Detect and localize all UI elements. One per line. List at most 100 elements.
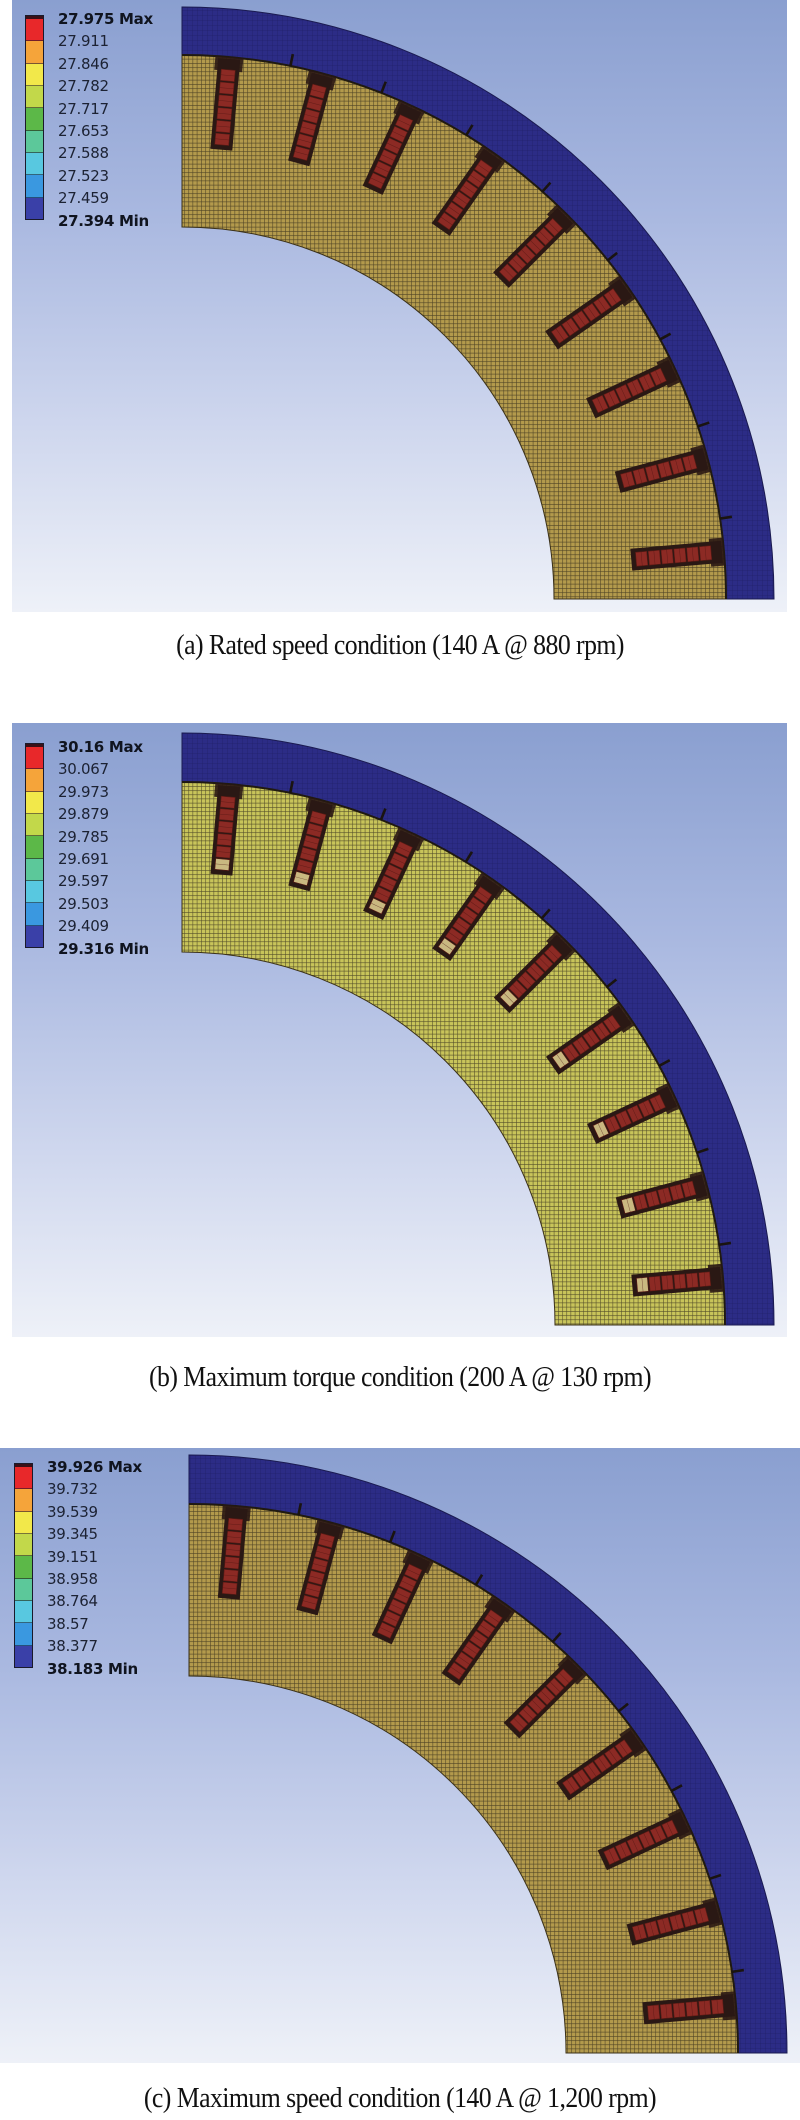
housing-notch	[670, 1784, 683, 1793]
legend-swatch	[26, 836, 43, 859]
legend-max-label: 30.16 Max	[58, 738, 143, 756]
legend-label: 27.459	[58, 189, 109, 208]
coil-slot	[630, 537, 726, 571]
coil-slot	[545, 275, 636, 350]
legend-label: 27.523	[58, 166, 109, 185]
legend-label: 38.377	[47, 1637, 98, 1656]
coil-slot	[296, 1519, 345, 1616]
legend-swatch	[26, 791, 43, 814]
fea-panel-maximum-torque: 30.16 Max 30.067 29.973 29.879 29.785 29…	[12, 723, 787, 1337]
legend-label: 27.588	[58, 144, 109, 163]
coil-slot	[642, 1991, 738, 2025]
housing-notch	[617, 1702, 629, 1713]
coil-slot	[586, 356, 681, 419]
legend-swatch	[26, 19, 43, 42]
coil-slot	[210, 782, 244, 876]
legend-min-label: 29.316 Min	[58, 939, 149, 958]
legend-swatch	[26, 197, 43, 219]
legend-max-label: 27.975 Max	[58, 10, 153, 28]
color-legend: 30.16 Max 30.067 29.973 29.879 29.785 29…	[25, 738, 185, 958]
legend-min-label: 38.183 Min	[47, 1659, 138, 1678]
housing-notch	[697, 421, 710, 428]
housing-notch	[551, 1631, 562, 1643]
housing-notch	[289, 53, 295, 67]
legend-labels: 30.16 Max 30.067 29.973 29.879 29.785 29…	[58, 736, 149, 960]
legend-label: 29.409	[58, 917, 109, 936]
legend-label: 27.717	[58, 99, 109, 118]
housing-notch	[718, 1241, 732, 1247]
legend-swatch	[15, 1645, 32, 1667]
legend-label: 29.973	[58, 782, 109, 801]
legend-label: 27.782	[58, 77, 109, 96]
coil-slot	[614, 444, 712, 493]
legend-color-bar	[14, 1463, 33, 1668]
coil-slot	[631, 1263, 725, 1297]
legend-label: 27.911	[58, 32, 109, 51]
housing-notch	[464, 851, 474, 863]
housing-notch	[380, 81, 387, 94]
legend-swatch	[26, 130, 43, 153]
color-legend: 27.975 Max 27.911 27.846 27.782 27.717 2…	[25, 10, 185, 230]
coil-slot	[288, 69, 337, 167]
coil-slot	[615, 1170, 711, 1219]
housing-notch	[658, 1059, 671, 1068]
coil-slot	[363, 826, 425, 920]
housing-notch	[659, 332, 672, 341]
caption-maximum-speed: (c) Maximum speed condition (140 A @ 1,2…	[143, 2083, 657, 2114]
legend-swatch-cap	[15, 1464, 32, 1467]
legend-swatch	[15, 1467, 32, 1490]
legend-swatch	[26, 85, 43, 109]
legend-swatch	[15, 1533, 32, 1557]
coil-slot	[371, 1549, 434, 1645]
housing-notch	[465, 124, 474, 136]
caption-maximum-torque: (b) Maximum torque condition (200 A @ 13…	[148, 1362, 652, 1393]
legend-swatch-cap	[26, 16, 43, 19]
coil-slot	[587, 1082, 681, 1144]
housing-notch	[709, 1873, 722, 1881]
legend-labels: 39.926 Max 39.732 39.539 39.345 39.151 3…	[47, 1456, 142, 1680]
legend-color-bar	[25, 743, 44, 948]
legend-label: 27.846	[58, 54, 109, 73]
legend-label: 39.732	[47, 1480, 98, 1499]
legend-swatch	[26, 108, 43, 131]
stator-temperature-contour	[188, 1454, 788, 2054]
stator-core	[188, 1503, 739, 2054]
legend-label: 29.597	[58, 872, 109, 891]
legend-label: 39.345	[47, 1525, 98, 1544]
coil-slot	[431, 145, 506, 236]
coil-slot	[441, 1595, 516, 1686]
legend-label: 29.503	[58, 894, 109, 913]
housing-notch	[379, 808, 387, 821]
legend-swatch	[15, 1600, 32, 1624]
stator-core	[181, 781, 726, 1326]
coil-slot	[626, 1897, 723, 1946]
legend-labels: 27.975 Max 27.911 27.846 27.782 27.717 2…	[58, 8, 153, 232]
legend-swatch	[26, 858, 43, 881]
legend-swatch	[15, 1578, 32, 1601]
legend-label: 29.691	[58, 849, 109, 868]
legend-swatch	[15, 1511, 32, 1534]
legend-swatch	[26, 925, 43, 947]
coil-slot	[503, 1654, 588, 1739]
legend-label: 39.151	[47, 1547, 98, 1566]
legend-label: 29.879	[58, 805, 109, 824]
stator-temperature-contour	[181, 732, 775, 1326]
housing-notch	[388, 1530, 396, 1543]
legend-swatch	[26, 903, 43, 926]
housing-notch	[297, 1503, 303, 1516]
legend-label: 27.653	[58, 121, 109, 140]
coil-slot	[288, 796, 337, 892]
legend-swatch	[15, 1623, 32, 1646]
legend-min-label: 27.394 Min	[58, 211, 149, 230]
fea-panel-rated-speed: 27.975 Max 27.911 27.846 27.782 27.717 2…	[12, 0, 787, 612]
legend-swatch	[26, 63, 43, 86]
housing-notch	[606, 978, 618, 988]
legend-label: 38.57	[47, 1614, 89, 1633]
coil-slot	[210, 55, 244, 151]
housing-notch	[541, 181, 552, 193]
housing-notch	[696, 1147, 709, 1154]
housing-notch	[540, 908, 551, 920]
coil-slot	[217, 1504, 251, 1600]
color-legend: 39.926 Max 39.732 39.539 39.345 39.151 3…	[14, 1458, 174, 1678]
coil-slot	[362, 100, 425, 195]
